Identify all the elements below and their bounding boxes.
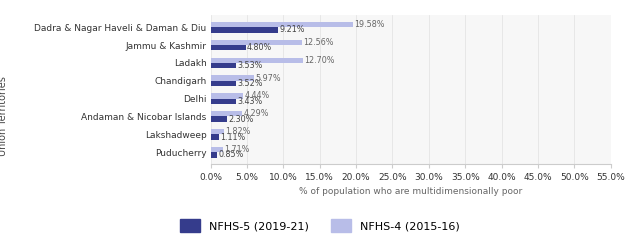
Text: 5.97%: 5.97% [255, 74, 281, 83]
Bar [211, 75, 254, 81]
Text: 12.56%: 12.56% [303, 38, 334, 47]
Text: 1.82%: 1.82% [225, 127, 251, 136]
Text: 4.44%: 4.44% [244, 91, 269, 100]
Bar [211, 116, 227, 122]
Text: 19.58%: 19.58% [355, 20, 385, 29]
Bar [211, 93, 243, 98]
Text: 1.11%: 1.11% [220, 133, 245, 142]
Bar [211, 134, 219, 140]
Text: 0.85%: 0.85% [218, 150, 244, 159]
Text: 3.53%: 3.53% [237, 61, 263, 70]
Bar [211, 40, 302, 45]
Bar [211, 147, 223, 152]
Text: 4.80%: 4.80% [247, 43, 272, 52]
Bar [211, 58, 303, 63]
Bar [211, 98, 236, 104]
Text: 4.29%: 4.29% [243, 109, 269, 118]
X-axis label: % of population who are multidimensionally poor: % of population who are multidimensional… [299, 187, 522, 196]
Text: 3.43%: 3.43% [237, 97, 262, 106]
Legend: NFHS-5 (2019-21), NFHS-4 (2015-16): NFHS-5 (2019-21), NFHS-4 (2015-16) [176, 215, 464, 236]
Text: 9.21%: 9.21% [279, 25, 305, 34]
Bar [211, 111, 242, 116]
Text: Union Territories: Union Territories [0, 76, 8, 156]
Text: 2.30%: 2.30% [228, 115, 254, 124]
Text: 1.71%: 1.71% [225, 145, 250, 154]
Bar [211, 81, 236, 86]
Bar [211, 152, 217, 158]
Bar [211, 45, 246, 50]
Text: 3.52%: 3.52% [237, 79, 263, 88]
Bar [211, 63, 236, 68]
Text: 12.70%: 12.70% [305, 56, 335, 65]
Bar [211, 27, 278, 32]
Bar [211, 129, 224, 134]
Bar [211, 22, 353, 27]
